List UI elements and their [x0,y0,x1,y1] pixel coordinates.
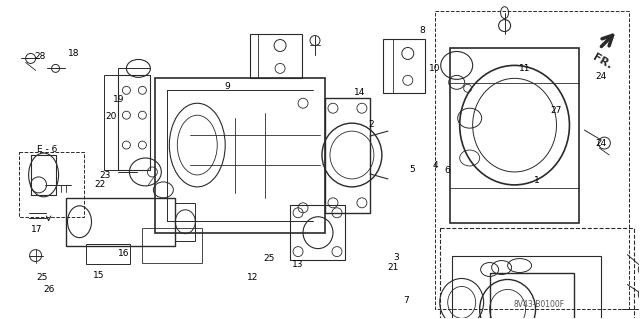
Text: 25: 25 [36,272,48,281]
Text: 24: 24 [595,72,607,81]
Bar [250,33,302,78]
Bar [490,272,575,319]
Text: 20: 20 [106,112,117,121]
Text: 8: 8 [419,26,425,35]
Bar [156,78,325,233]
Bar [118,75,150,170]
Text: 4: 4 [432,161,438,170]
Text: 6: 6 [445,166,451,175]
Bar [452,256,602,319]
Bar [86,244,131,263]
Bar [450,48,579,223]
Text: 19: 19 [113,95,125,104]
Text: 8V43-B0100F: 8V43-B0100F [514,300,565,309]
Text: 17: 17 [31,225,43,234]
Text: FR.: FR. [591,52,614,71]
Text: 13: 13 [292,260,303,269]
Text: 14: 14 [354,88,365,97]
Text: 12: 12 [247,272,259,281]
Bar [142,228,202,263]
Bar [435,11,629,309]
Bar [104,75,118,170]
Text: 21: 21 [387,263,399,272]
Bar [440,228,634,319]
Text: 16: 16 [118,249,130,258]
Text: 7: 7 [403,296,409,305]
Text: 24: 24 [595,139,607,148]
Bar [290,205,345,260]
Text: 28: 28 [35,52,46,61]
Text: E - 6: E - 6 [37,145,58,154]
Bar [65,198,175,246]
Text: 11: 11 [518,64,530,73]
Text: 15: 15 [93,271,104,280]
Text: 1: 1 [534,176,540,185]
Text: 23: 23 [100,171,111,180]
Text: 25: 25 [263,254,275,263]
Text: 10: 10 [429,64,441,73]
Text: 22: 22 [95,181,106,189]
Text: 9: 9 [225,82,230,91]
Text: 5: 5 [410,165,415,174]
Bar [19,152,83,217]
Text: 3: 3 [394,254,399,263]
Bar [325,98,370,213]
Text: 2: 2 [368,120,374,129]
Text: 18: 18 [68,48,80,58]
Bar [175,203,195,241]
Text: 26: 26 [43,285,54,294]
Bar [383,39,425,93]
Text: 27: 27 [550,106,562,115]
